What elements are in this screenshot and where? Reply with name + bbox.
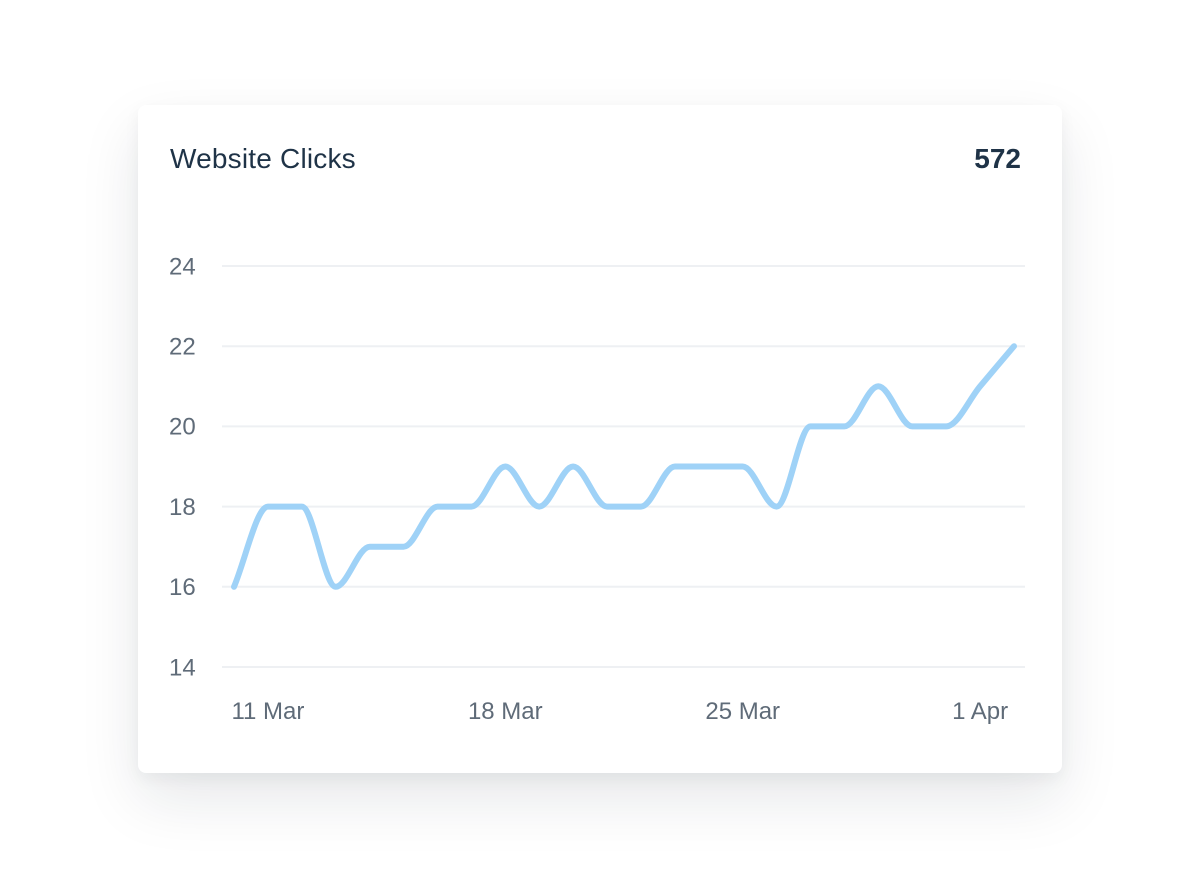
y-tick-label: 16 — [169, 574, 196, 601]
y-tick-label: 22 — [169, 334, 196, 361]
card-title: Website Clicks — [170, 143, 356, 174]
y-tick-label: 20 — [169, 414, 196, 441]
website-clicks-card: Website Clicks 572 14 16 18 20 22 24 11 Mar 18 … — [138, 105, 1062, 773]
x-tick-label: 18 Mar — [468, 698, 543, 725]
y-tick-label: 24 — [169, 253, 196, 280]
clicks-line-chart: 14 16 18 20 22 24 11 Mar 18 Mar 25 Mar 1 Apr — [169, 253, 1025, 725]
x-tick-label: 25 Mar — [705, 698, 780, 725]
x-tick-label: 1 Apr — [952, 698, 1008, 725]
clicks-series-line — [231, 343, 1017, 590]
x-tick-label: 11 Mar — [231, 698, 304, 725]
y-tick-label: 14 — [169, 654, 196, 681]
y-tick-label: 18 — [169, 494, 196, 521]
total-clicks-value: 572 — [974, 143, 1021, 174]
